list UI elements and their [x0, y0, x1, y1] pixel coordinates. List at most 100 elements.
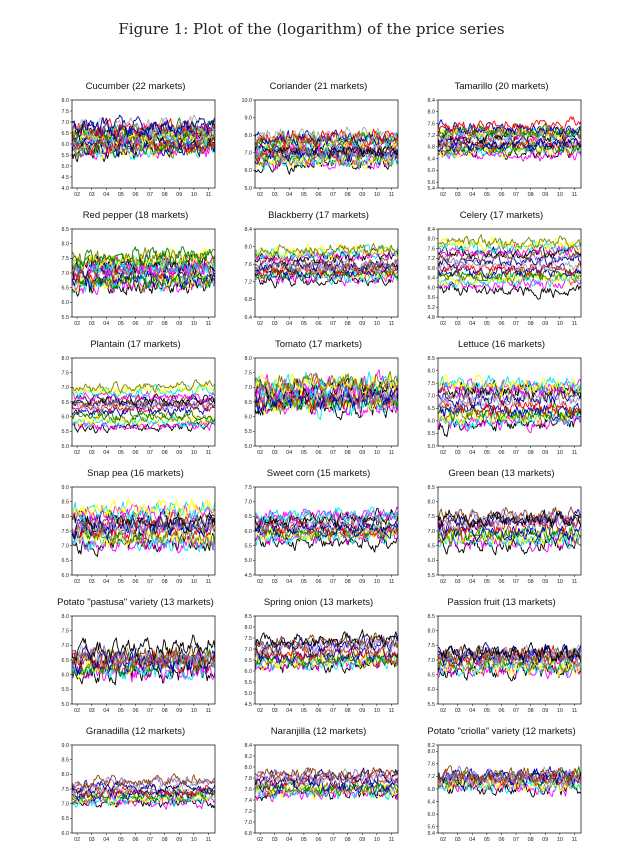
y-tick-label: 6.8	[428, 787, 436, 793]
y-tick-label: 5.5	[428, 573, 436, 579]
x-tick-label: 05	[301, 837, 307, 843]
chart-title: Potato "criolla" variety (12 markets)	[427, 726, 576, 737]
y-tick-label: 7.5	[62, 787, 70, 793]
y-tick-label: 7.5	[62, 370, 70, 376]
line-chart: 6.0 6.5 7.0 7.5 8.0 8.5 9.0 02 03 04 05 06 07 08 09 10 1…	[62, 743, 216, 843]
x-tick-label: 09	[359, 192, 365, 198]
x-tick-label: 10	[374, 579, 380, 585]
x-tick-label: 03	[272, 450, 278, 456]
y-tick-label: 6.0	[428, 558, 436, 564]
x-tick-label: 05	[118, 708, 124, 714]
x-tick-label: 05	[301, 321, 307, 327]
chart-title: Spring onion (13 markets)	[263, 597, 374, 608]
series-line	[438, 374, 581, 397]
x-tick-label: 04	[286, 708, 292, 714]
x-tick-label: 06	[132, 450, 138, 456]
y-tick-label: 6.5	[62, 658, 70, 664]
series-line	[438, 269, 581, 284]
series-line	[255, 244, 398, 260]
y-tick-label: 6.5	[428, 406, 436, 412]
y-tick-label: 5.0	[62, 444, 70, 450]
y-tick-label: 7.0	[62, 120, 70, 126]
y-tick-label: 6.0	[245, 669, 253, 675]
series-line	[255, 253, 398, 273]
line-chart: 5.45.6 6.0 6.4 6.8 7.2 7.6 8.08.2 02 03 04 05 06 07 0…	[428, 743, 582, 843]
x-tick-label: 02	[74, 450, 80, 456]
series-line	[255, 519, 398, 537]
x-tick-label: 05	[118, 321, 124, 327]
line-chart: 5.0 5.5 6.0 6.5 7.0 7.5 8.0 02 03 04 05 06 07 08 09 10 1…	[245, 356, 399, 456]
series-line	[255, 533, 398, 553]
chart-panel: Passion fruit (13 markets) 5.5 6.0 6.5 7.0 7.…	[416, 594, 587, 723]
y-tick-label: 6.5	[62, 400, 70, 406]
y-tick-label: 6.0	[428, 419, 436, 425]
y-tick-label: 5.0	[62, 702, 70, 708]
y-tick-label: 5.2	[428, 305, 436, 311]
y-tick-label: 7.2	[245, 280, 253, 286]
x-tick-label: 10	[374, 837, 380, 843]
chart-panel: Potato "criolla" variety (12 markets) 5.4…	[416, 723, 587, 852]
y-tick-label: 6.0	[62, 672, 70, 678]
series-line	[72, 792, 215, 808]
y-tick-label: 5.5	[245, 680, 253, 686]
x-tick-label: 02	[440, 450, 446, 456]
series-line	[438, 384, 581, 406]
x-tick-label: 02	[74, 321, 80, 327]
x-tick-label: 02	[74, 579, 80, 585]
series-line	[72, 634, 215, 661]
x-tick-label: 03	[272, 837, 278, 843]
x-tick-label: 05	[118, 192, 124, 198]
y-tick-label: 8.2	[428, 743, 436, 749]
y-tick-label: 7.0	[245, 820, 253, 826]
y-tick-label: 7.6	[245, 787, 253, 793]
plot-frame	[254, 99, 399, 189]
x-tick-label: 07	[147, 321, 153, 327]
x-tick-label: 11	[389, 708, 395, 714]
x-tick-label: 02	[74, 837, 80, 843]
x-tick-label: 04	[286, 837, 292, 843]
series-line	[72, 118, 215, 138]
y-tick-label: 4.0	[62, 186, 70, 192]
y-tick-label: 5.5	[428, 702, 436, 708]
x-tick-label: 02	[440, 579, 446, 585]
chart-title: Tamarillo (20 markets)	[454, 81, 549, 92]
x-tick-label: 10	[191, 837, 197, 843]
x-tick-label: 03	[272, 192, 278, 198]
x-tick-label: 07	[147, 192, 153, 198]
series-line	[255, 139, 398, 157]
y-tick-label: 8.0	[428, 237, 436, 243]
chart-title: Plantain (17 markets)	[90, 339, 181, 350]
plot-frame	[254, 228, 399, 318]
x-tick-label: 06	[498, 708, 504, 714]
x-tick-label: 02	[257, 708, 263, 714]
series-line	[438, 401, 581, 422]
series-line	[438, 116, 581, 135]
series-line	[255, 126, 398, 145]
x-tick-label: 07	[513, 579, 519, 585]
y-tick-label: 8.0	[428, 499, 436, 505]
x-tick-label: 11	[572, 450, 578, 456]
x-tick-label: 10	[374, 450, 380, 456]
x-tick-label: 08	[345, 450, 351, 456]
x-tick-label: 11	[206, 708, 212, 714]
x-tick-label: 03	[455, 837, 461, 843]
y-tick-label: 8.0	[62, 356, 70, 362]
x-tick-label: 04	[469, 708, 475, 714]
series-line	[438, 397, 581, 417]
y-tick-label: 6.8	[245, 297, 253, 303]
y-tick-label: 8.4	[245, 743, 253, 749]
series-line	[255, 383, 398, 410]
series-line	[72, 127, 215, 145]
chart-panel: Cucumber (22 markets) 4.0 4.5 5.0 5.5 6.0 6.5 7…	[50, 78, 221, 207]
x-tick-label: 02	[74, 708, 80, 714]
x-tick-label: 07	[330, 192, 336, 198]
series-line	[72, 644, 215, 673]
y-tick-label: 6.4	[428, 276, 436, 282]
y-tick-label: 6.5	[245, 658, 253, 664]
x-tick-label: 04	[103, 192, 109, 198]
y-tick-label: 5.6	[428, 295, 436, 301]
y-tick-label: 7.5	[428, 514, 436, 520]
y-tick-label: 4.5	[245, 573, 253, 579]
x-tick-label: 10	[191, 321, 197, 327]
y-tick-label: 7.5	[245, 636, 253, 642]
